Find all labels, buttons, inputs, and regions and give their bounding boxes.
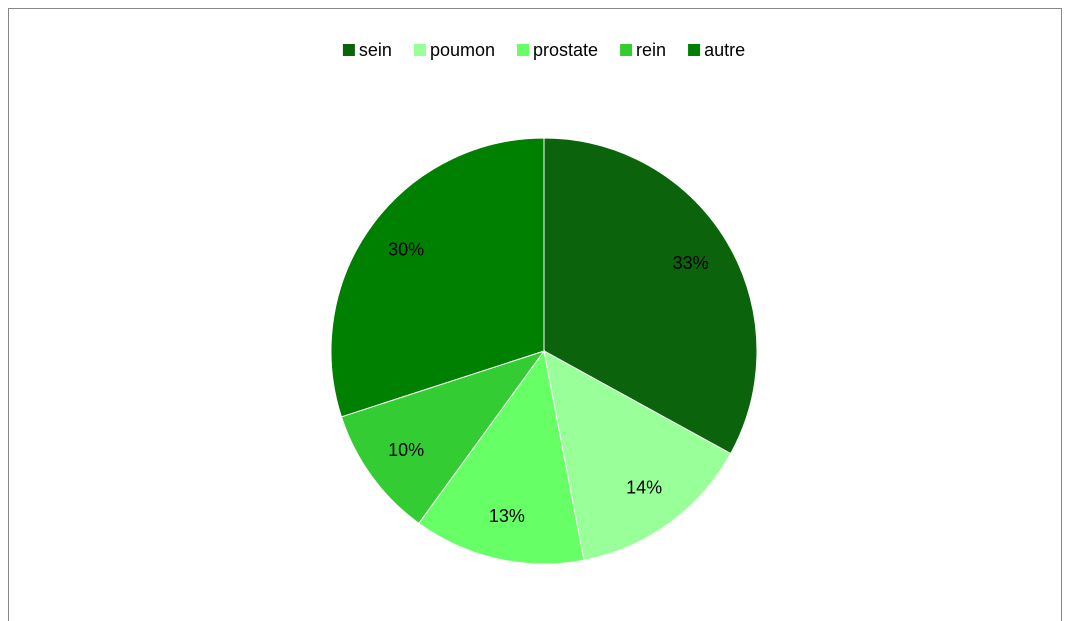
- pie-slice: [418, 349, 585, 565]
- legend-swatch: [342, 44, 355, 56]
- data-label: 13%: [489, 506, 525, 526]
- pie-slice: [543, 350, 732, 561]
- data-label: 33%: [673, 253, 709, 273]
- legend-label: prostate: [533, 40, 598, 60]
- legend-label: autre: [704, 40, 745, 60]
- data-label: 30%: [388, 240, 424, 260]
- data-label: 10%: [388, 440, 424, 460]
- legend-label: sein: [359, 40, 392, 60]
- legend-swatch: [413, 44, 426, 56]
- pie-slice: [340, 350, 546, 525]
- legend-swatch: [620, 44, 633, 56]
- legend-label: rein: [636, 40, 666, 60]
- legend-swatch: [517, 44, 529, 56]
- pie-slice: [543, 137, 758, 455]
- legend-label: poumon: [430, 40, 495, 60]
- legend-swatch: [688, 44, 701, 56]
- data-label: 14%: [626, 478, 662, 498]
- pie-slice: [330, 137, 545, 418]
